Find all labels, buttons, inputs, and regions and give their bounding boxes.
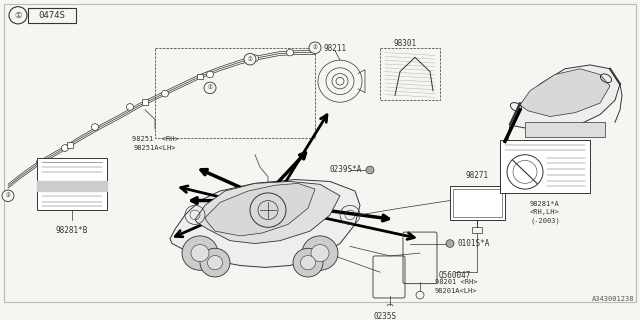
Text: 0235S: 0235S <box>373 312 397 320</box>
Circle shape <box>293 248 323 277</box>
Text: 98201 <RH>: 98201 <RH> <box>435 279 477 285</box>
Circle shape <box>311 244 329 262</box>
Text: 0474S: 0474S <box>38 11 65 20</box>
Text: ①: ① <box>6 193 10 198</box>
Text: 0239S*A: 0239S*A <box>330 165 362 174</box>
Bar <box>453 189 502 217</box>
Circle shape <box>2 190 14 202</box>
Text: ①: ① <box>248 57 252 62</box>
Circle shape <box>191 244 209 262</box>
Text: (-2003): (-2003) <box>530 218 560 224</box>
Text: A343001238: A343001238 <box>591 296 634 302</box>
Circle shape <box>244 53 256 65</box>
Text: 98251  <RH>: 98251 <RH> <box>132 136 179 142</box>
Polygon shape <box>170 180 360 268</box>
Text: 0101S*A: 0101S*A <box>457 239 490 248</box>
Circle shape <box>309 42 321 53</box>
Polygon shape <box>205 183 315 236</box>
Circle shape <box>207 255 223 270</box>
Bar <box>28 8 76 23</box>
Text: ①: ① <box>207 85 212 90</box>
Bar <box>142 99 148 105</box>
Bar <box>197 74 203 79</box>
Text: 98211: 98211 <box>323 44 347 52</box>
Circle shape <box>252 55 259 61</box>
Text: <RH,LH>: <RH,LH> <box>530 209 560 215</box>
Circle shape <box>366 166 374 174</box>
Circle shape <box>204 82 216 93</box>
Text: ①: ① <box>312 45 317 50</box>
Circle shape <box>301 255 316 270</box>
Bar <box>450 186 505 220</box>
Circle shape <box>446 240 454 247</box>
Text: 98251A<LH>: 98251A<LH> <box>134 145 176 151</box>
Circle shape <box>92 124 99 130</box>
Polygon shape <box>195 181 340 244</box>
Bar <box>472 227 482 233</box>
Text: 98281*B: 98281*B <box>56 226 88 235</box>
Circle shape <box>61 145 68 151</box>
Text: 98201A<LH>: 98201A<LH> <box>435 288 477 294</box>
Circle shape <box>287 49 294 56</box>
Bar <box>67 142 73 148</box>
Polygon shape <box>510 65 620 132</box>
Bar <box>525 122 605 137</box>
Circle shape <box>161 90 168 97</box>
Circle shape <box>182 236 218 270</box>
Circle shape <box>200 248 230 277</box>
Text: Q560047: Q560047 <box>439 270 471 280</box>
Bar <box>500 140 590 193</box>
Bar <box>37 157 107 210</box>
Text: 98301: 98301 <box>394 39 417 48</box>
Polygon shape <box>37 181 107 191</box>
Text: 98271: 98271 <box>465 171 488 180</box>
Circle shape <box>302 236 338 270</box>
Text: 98281*A: 98281*A <box>530 201 560 206</box>
Bar <box>380 48 440 100</box>
Circle shape <box>207 71 214 78</box>
Bar <box>155 48 315 139</box>
Circle shape <box>127 104 134 110</box>
Text: ①: ① <box>14 11 22 20</box>
Polygon shape <box>520 69 610 116</box>
Circle shape <box>36 159 44 166</box>
